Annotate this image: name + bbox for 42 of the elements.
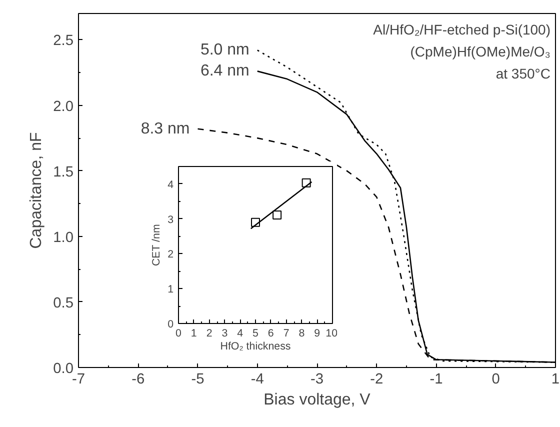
x-tick-label: 2 — [206, 328, 212, 340]
x-tick-label: 4 — [237, 328, 244, 340]
x-tick-label: 1 — [190, 328, 197, 340]
x-tick-label: -4 — [250, 372, 264, 388]
y-tick-label: 0.5 — [53, 295, 74, 312]
x-tick-label: 3 — [222, 328, 228, 340]
x-tick-label: -2 — [370, 372, 384, 388]
y-tick-label: 0.0 — [53, 361, 74, 377]
annotation: (CpMe)Hf(OMe)Me/O₃ — [410, 44, 551, 60]
x-axis-title: HfO₂ thickness — [220, 340, 291, 352]
x-tick-label: -3 — [310, 372, 324, 388]
x-tick-label: 6 — [268, 328, 274, 340]
y-tick-label: 0 — [168, 318, 174, 330]
x-tick-label: -6 — [132, 372, 145, 388]
y-tick-label: 2.5 — [53, 33, 74, 50]
y-tick-label: 3 — [168, 214, 174, 226]
y-axis-title: Capacitance, nF — [28, 132, 46, 249]
y-tick-label: 4 — [168, 178, 174, 191]
y-tick-label: 1.0 — [53, 230, 74, 246]
x-tick-label: 7 — [283, 328, 290, 340]
annotation: Al/HfO₂/HF-etched p-Si(100) — [373, 22, 551, 38]
x-tick-label: 8 — [298, 328, 305, 340]
x-tick-label: 0 — [176, 328, 182, 340]
x-tick-label: -5 — [191, 372, 204, 388]
y-tick-label: 1 — [168, 284, 174, 296]
x-tick-label: 1 — [551, 372, 560, 388]
x-tick-label: 10 — [326, 328, 338, 340]
series-label: 6.4 nm — [200, 62, 250, 80]
x-tick-label: -7 — [72, 372, 86, 388]
y-tick-label: 2.0 — [53, 98, 74, 115]
y-tick-label: 1.5 — [53, 164, 74, 180]
x-tick-label: 5 — [252, 328, 259, 340]
y-tick-label: 2 — [168, 248, 174, 261]
series-label: 5.0 nm — [200, 42, 250, 59]
x-axis-title: Bias voltage, V — [264, 392, 371, 408]
y-axis-title: CET /nm — [150, 224, 163, 266]
x-tick-label: 9 — [314, 328, 320, 340]
point — [272, 210, 282, 220]
annotation: at 350°C — [496, 66, 551, 82]
x-tick-label: -1 — [430, 372, 443, 388]
x-tick-label: 0 — [492, 372, 500, 388]
series-label: 8.3 nm — [140, 120, 190, 138]
